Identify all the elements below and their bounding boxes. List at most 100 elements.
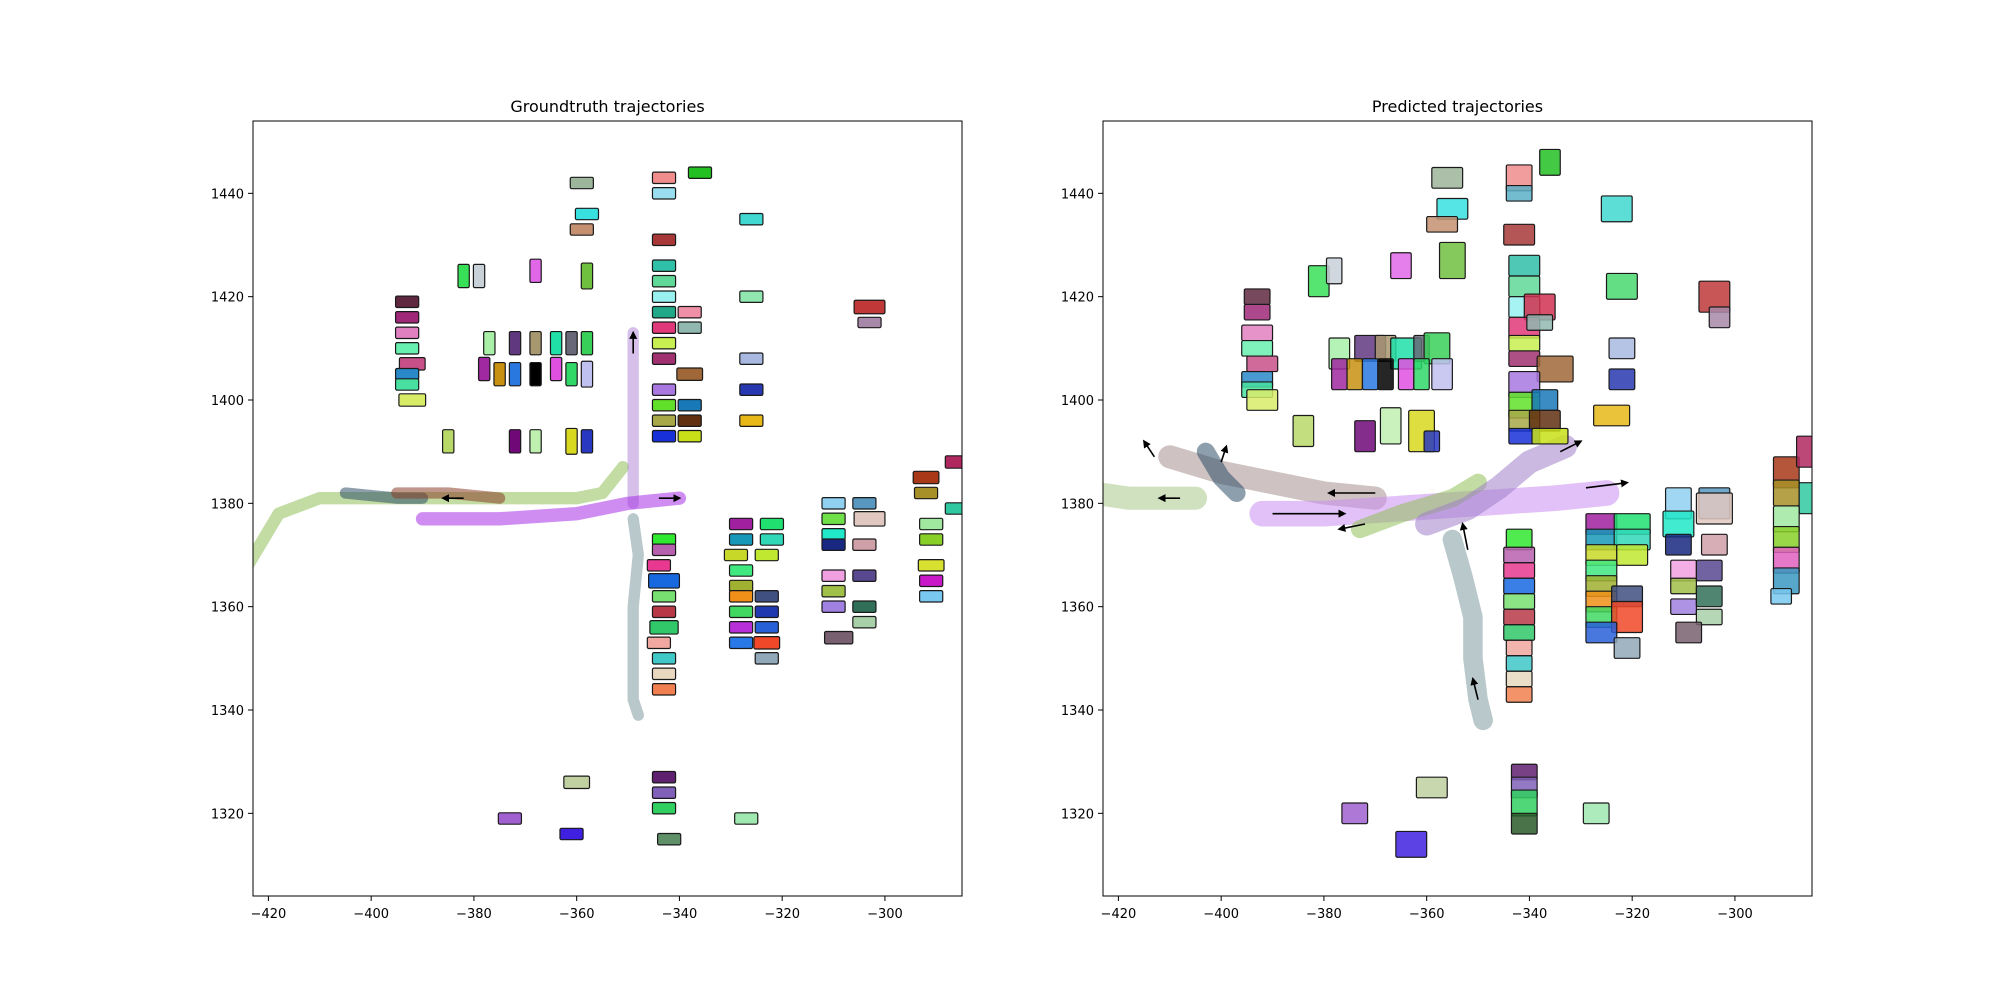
vehicle-68 [1505,686,1533,703]
y-tick-label: 1440 [211,187,244,202]
vehicle-6 [739,212,764,226]
vehicle-5 [569,223,594,236]
vehicle-106 [919,533,944,546]
vehicle-78 [728,590,754,603]
vehicle-29 [1536,355,1574,383]
vehicle-40 [493,361,506,387]
vehicle-43 [549,356,563,382]
heading-arrow-7 [1559,440,1583,453]
vehicle-17 [394,311,420,324]
vehicle-30 [676,367,704,381]
vehicle-11 [580,262,594,290]
vehicle-92 [821,538,846,551]
vehicle-9 [1325,257,1343,285]
plot-area [1103,148,1812,858]
vehicle-116 [497,812,523,825]
trajectory-4 [415,491,687,526]
trajectory-6 [1442,529,1493,731]
vehicle-7 [651,233,677,247]
vehicle-55 [1379,407,1402,445]
vehicle-106 [1708,306,1731,329]
vehicle-38 [1331,358,1348,391]
vehicle-81 [1585,621,1618,644]
vehicle-86 [1695,492,1733,525]
vehicle-6 [1600,195,1633,223]
vehicle-54 [441,429,455,454]
y-tick-label: 1340 [211,704,244,719]
vehicle-44 [1431,358,1453,391]
vehicle-112 [1341,802,1369,825]
vehicle-114 [651,786,677,799]
x-tick-label: −340 [662,907,698,922]
vehicle-61 [1503,577,1536,595]
vehicle-62 [648,572,681,589]
vehicle-10 [529,258,542,284]
vehicle-58 [580,429,594,454]
vehicle-52 [677,429,702,443]
vehicle-33 [483,330,496,356]
vehicle-97 [1795,435,1812,468]
x-tick-label: −420 [251,907,287,922]
vehicle-45 [580,360,594,388]
vehicle-53 [1292,414,1315,448]
vehicle-94 [1695,608,1723,626]
vehicle-31 [1608,368,1636,391]
vehicle-71 [759,517,785,531]
vehicle-23 [398,393,427,407]
x-tick-label: −400 [1203,907,1239,922]
vehicle-113 [651,770,677,784]
trajectory-5 [1415,434,1577,536]
vehicle-52 [1593,404,1631,427]
vehicle-85 [753,636,781,650]
vehicle-117 [734,812,759,825]
heading-arrow-8 [1585,479,1630,489]
vehicle-50 [677,414,702,427]
vehicle-57 [565,427,578,455]
vehicle-93 [1695,585,1723,608]
vehicle-104 [944,502,962,515]
vehicle-35 [529,330,542,356]
x-tick-label: −380 [1306,907,1342,922]
predicted-panel: Predicted trajectories −420 −400 −380 −360 −3… [1061,97,1813,922]
vehicle-102 [944,455,962,469]
vehicle-85 [1662,510,1695,538]
vehicle-26 [1526,314,1554,331]
vehicle-107 [1415,776,1448,799]
x-tick-label: −300 [867,907,903,922]
vehicle-8 [457,263,470,289]
vehicle-29 [651,352,677,365]
vehicle-101 [912,470,940,485]
vehicle-59 [1503,546,1536,564]
vehicle-62 [1503,593,1536,610]
vehicle-70 [728,517,754,531]
heading-arrow-6 [1337,523,1366,532]
vehicle-83 [754,621,779,634]
vehicle-27 [677,321,702,334]
vehicle-55 [508,429,522,454]
vehicle-46 [651,383,677,396]
vehicle-100 [823,630,854,645]
vehicle-99 [1798,482,1812,515]
vehicle-105 [919,517,944,531]
x-tick-label: −340 [1512,907,1548,922]
vehicle-59 [651,533,677,546]
vehicle-34 [508,330,522,356]
vehicle-23 [1246,389,1279,411]
vehicle-54 [1354,420,1376,453]
vehicle-28 [1508,350,1541,368]
vehicle-15 [1605,272,1638,300]
vehicle-42 [529,361,542,387]
trajectory-5 [627,513,644,721]
vehicle-7 [1503,223,1536,246]
vehicle-99 [852,615,877,629]
vehicle-57 [1423,430,1441,453]
vehicle-14 [651,290,677,303]
vehicle-12 [651,259,677,272]
trajectory-2 [391,487,506,504]
groundtruth-panel: Groundtruth trajectories −420 −400 −380 −360… [211,97,963,922]
vehicle-115 [651,801,677,815]
vehicle-53 [739,414,764,427]
vehicle-110 [1510,789,1538,817]
trajectory-2 [1196,442,1246,502]
